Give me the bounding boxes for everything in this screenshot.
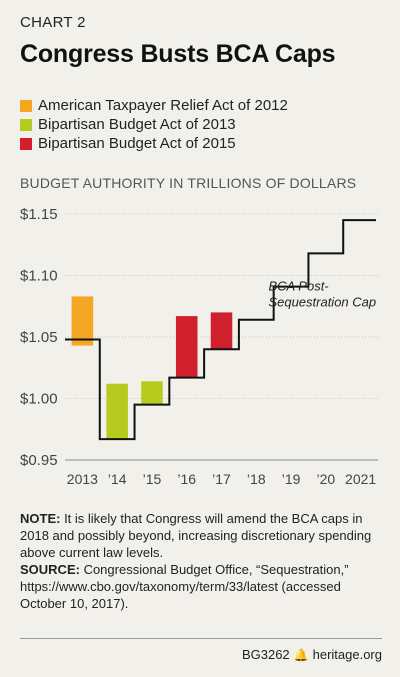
- note: NOTE: It is likely that Congress will am…: [20, 510, 382, 561]
- legend-item-bba-2013: Bipartisan Budget Act of 2013: [20, 115, 288, 134]
- cap-line-label: BCA Post-: [268, 278, 329, 293]
- footer: BG3262 🔔 heritage.org: [20, 638, 382, 662]
- chart-plot: $0.95 $1.00 $1.05 $1.10 $1.15 2013 ’14 ’15 ’16 ’1…: [20, 206, 378, 487]
- chart-number: CHART 2: [20, 14, 86, 31]
- legend-label: Bipartisan Budget Act of 2013: [38, 116, 236, 133]
- note-label: NOTE:: [20, 511, 61, 526]
- x-tick-label: 2013: [67, 471, 98, 487]
- x-tick-label: 2021: [345, 471, 376, 487]
- source-text: Congressional Budget Office, “Sequestrat…: [20, 562, 349, 611]
- y-tick-label: $1.10: [20, 268, 58, 285]
- legend-swatch: [20, 118, 32, 131]
- bar-2: [141, 381, 163, 405]
- legend: American Taxpayer Relief Act of 2012 Bip…: [20, 96, 288, 153]
- axis-unit-label: BUDGET AUTHORITY IN TRILLIONS OF DOLLARS: [20, 175, 357, 191]
- footer-credit: BG3262 🔔 heritage.org: [242, 647, 382, 662]
- y-tick-label: $0.95: [20, 452, 58, 469]
- source-label: SOURCE:: [20, 562, 80, 577]
- y-tick-label: $1.05: [20, 329, 58, 346]
- note-text: It is likely that Congress will amend th…: [20, 511, 372, 560]
- bar-1: [106, 383, 128, 440]
- legend-label: American Taxpayer Relief Act of 2012: [38, 97, 288, 114]
- chart-title: Congress Busts BCA Caps: [20, 40, 336, 68]
- y-tick-label: $1.00: [20, 391, 58, 408]
- bar-0: [71, 296, 94, 346]
- x-tick-label: ’17: [212, 471, 231, 487]
- cap-line-label: Sequestration Cap: [268, 294, 376, 309]
- bar-4: [210, 312, 233, 350]
- legend-swatch: [20, 99, 32, 112]
- x-tick-label: ’18: [247, 471, 266, 487]
- x-tick-label: ’14: [108, 471, 127, 487]
- report-code: BG3262: [241, 647, 290, 662]
- x-tick-label: ’16: [177, 471, 196, 487]
- x-tick-label: ’15: [143, 471, 162, 487]
- legend-swatch: [20, 137, 32, 150]
- legend-item-atra-2012: American Taxpayer Relief Act of 2012: [20, 96, 288, 115]
- x-tick-label: ’19: [282, 471, 301, 487]
- liberty-bell-icon: 🔔: [293, 647, 309, 662]
- cap-step-line: [65, 219, 376, 441]
- x-tick-label: ’20: [316, 471, 335, 487]
- legend-label: Bipartisan Budget Act of 2015: [38, 135, 236, 152]
- notes: NOTE: It is likely that Congress will am…: [20, 510, 382, 612]
- site-link[interactable]: heritage.org: [312, 647, 382, 662]
- source: SOURCE: Congressional Budget Office, “Se…: [20, 561, 382, 612]
- legend-item-bba-2015: Bipartisan Budget Act of 2015: [20, 134, 288, 153]
- bar-3: [175, 316, 198, 378]
- y-tick-label: $1.15: [20, 206, 58, 223]
